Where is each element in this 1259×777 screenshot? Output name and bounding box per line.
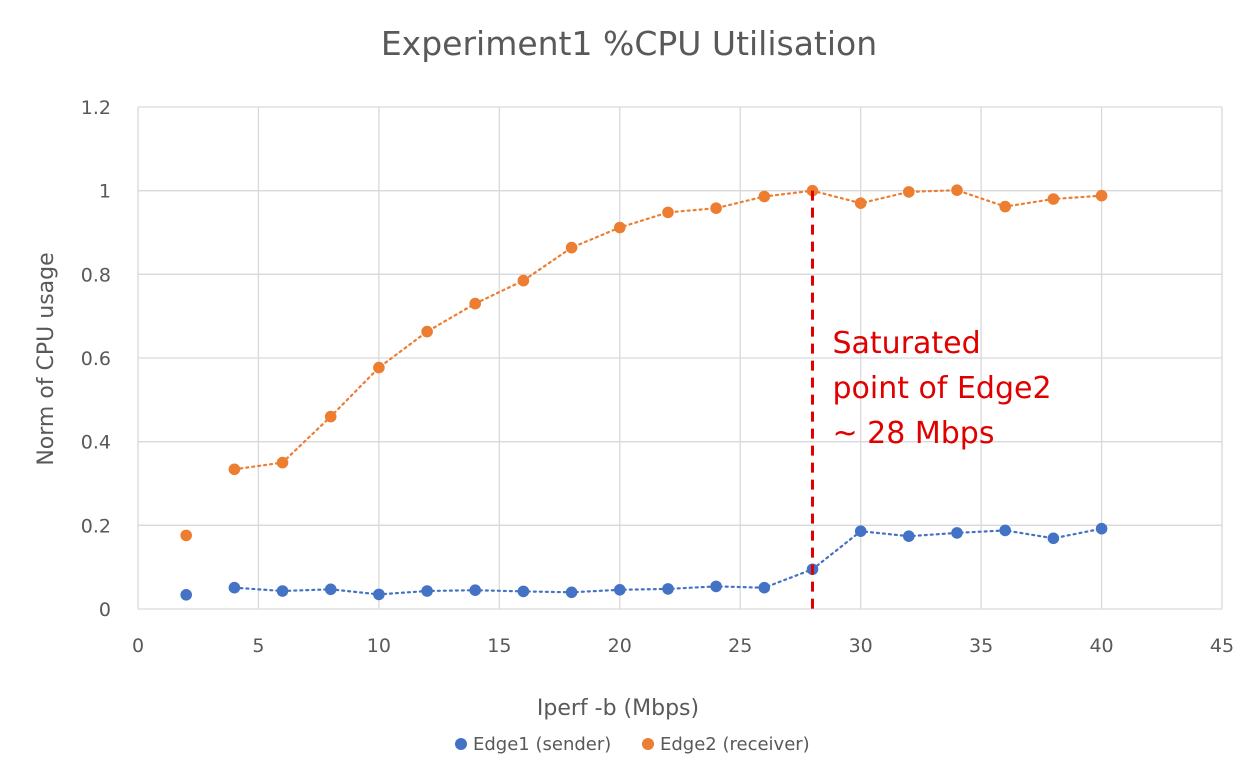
data-point-edge1	[421, 585, 433, 597]
x-axis-label: Iperf -b (Mbps)	[537, 696, 699, 721]
data-point-edge2	[614, 221, 626, 234]
data-point-edge1	[1047, 532, 1060, 545]
y-tick-label: 1.2	[81, 97, 111, 119]
data-point-edge1	[758, 581, 771, 594]
x-tick-label: 20	[608, 635, 632, 657]
data-point-edge1	[999, 524, 1011, 537]
data-point-edge2	[276, 456, 289, 469]
x-tick-label: 10	[367, 635, 391, 657]
data-point-edge1	[854, 525, 867, 537]
data-point-edge1	[1095, 522, 1108, 535]
data-point-edge1	[710, 580, 722, 593]
data-point-edge2	[180, 529, 192, 542]
saturation-annotation-text: Saturated point of Edge2 ~ 28 Mbps	[832, 326, 1061, 451]
x-tick-label: 25	[728, 635, 752, 657]
data-point-edge1	[469, 584, 482, 596]
x-tick-label: 15	[487, 635, 511, 657]
data-point-edge1	[228, 581, 241, 594]
data-point-edge1	[565, 586, 578, 599]
data-point-edge2	[662, 206, 674, 219]
y-tick-label: 0.2	[81, 515, 111, 537]
x-tick-label: 30	[849, 635, 873, 657]
data-point-edge1	[903, 530, 915, 542]
annotation-line-2: point of Edge2	[832, 371, 1051, 406]
series-layer	[180, 184, 1108, 601]
legend-marker-edge1	[455, 738, 467, 750]
legend-item-edge1: Edge1 (sender)	[455, 734, 611, 755]
data-point-edge2	[999, 200, 1011, 213]
data-point-edge2	[1047, 193, 1060, 205]
data-point-edge1	[614, 584, 626, 596]
y-tick-label: 0	[99, 599, 111, 621]
data-point-edge2	[903, 186, 915, 198]
plot-grid	[137, 106, 1223, 610]
x-tick-label: 0	[132, 635, 144, 657]
legend-label-edge1: Edge1 (sender)	[473, 734, 611, 755]
data-point-edge2	[324, 410, 337, 423]
legend: Edge1 (sender) Edge2 (receiver)	[455, 734, 810, 755]
annotation-line-3: ~ 28 Mbps	[832, 416, 994, 451]
data-point-edge2	[517, 274, 530, 287]
data-point-edge2	[421, 325, 433, 338]
y-tick-label: 0.8	[81, 264, 111, 286]
data-point-edge1	[951, 527, 963, 539]
data-point-edge1	[373, 588, 385, 601]
data-point-edge1	[662, 583, 674, 595]
x-tick-label: 40	[1089, 635, 1113, 657]
data-point-edge1	[517, 585, 530, 598]
legend-label-edge2: Edge2 (receiver)	[660, 734, 810, 755]
data-point-edge1	[180, 589, 192, 601]
data-point-edge2	[469, 297, 482, 310]
data-point-edge2	[373, 361, 385, 374]
y-tick-label: 1	[99, 181, 111, 203]
annotation-line-1: Saturated	[832, 326, 980, 361]
legend-marker-edge2	[642, 738, 654, 750]
y-tick-label: 0.6	[81, 348, 111, 370]
x-tick-label: 5	[252, 635, 264, 657]
data-point-edge2	[1095, 189, 1108, 202]
y-axis-tick-labels: 0 0.2 0.4 0.6 0.8 1 1.2	[81, 97, 111, 621]
chart-title: Experiment1 %CPU Utilisation	[381, 24, 877, 63]
y-axis-label: Norm of CPU usage	[34, 252, 59, 465]
data-point-edge2	[565, 241, 578, 254]
x-tick-label: 45	[1210, 635, 1234, 657]
x-tick-label: 35	[969, 635, 993, 657]
data-point-edge2	[854, 197, 867, 209]
legend-item-edge2: Edge2 (receiver)	[642, 734, 810, 755]
data-point-edge2	[228, 463, 241, 476]
data-point-edge1	[276, 585, 289, 597]
saturation-annotation: Saturated point of Edge2 ~ 28 Mbps	[810, 190, 1061, 609]
data-point-edge2	[951, 184, 963, 196]
x-axis-tick-labels: 0 5 10 15 20 25 30 35 40 45	[132, 635, 1234, 657]
data-point-edge2	[758, 190, 771, 203]
y-tick-label: 0.4	[81, 432, 111, 454]
data-point-edge2	[710, 202, 722, 214]
data-point-edge1	[324, 583, 337, 596]
